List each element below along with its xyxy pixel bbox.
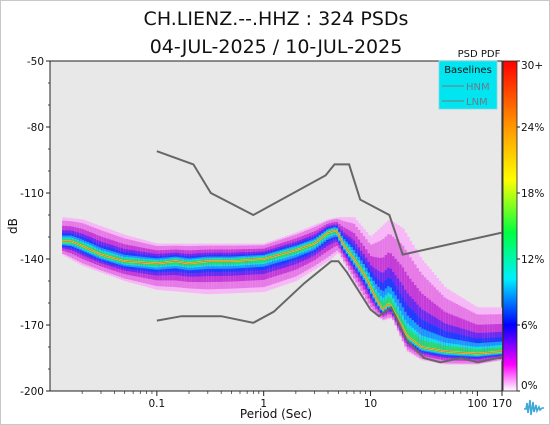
pdf-band-cell [406,328,410,339]
y-tick-label: -50 [27,56,44,68]
pdf-band-cell [467,348,471,355]
pdf-band-cell [448,346,452,354]
baseline-legend: Baselines HNM LNM [438,60,498,110]
y-axis-label: dB [6,218,20,234]
pdf-band-cell [392,302,396,312]
pdf-band-cell [470,348,474,356]
pdf-band-cell [482,348,486,355]
x-tick-label: 1 [260,398,267,410]
pdf-band-cell [436,343,440,352]
pdf-band-cell [377,296,381,305]
colorbar [502,60,518,392]
pdf-band-cell [401,320,405,331]
pdf-band-cell [465,348,469,355]
pdf-band-cell [480,348,484,356]
waveform-logo-icon [522,395,546,419]
pdf-band-cell [423,340,427,350]
y-tick-label: -140 [20,254,44,266]
colorbar-tick-label: 12% [521,254,544,266]
colorbar-tick-label: 24% [521,122,544,134]
baseline-layer [156,150,502,364]
pdf-band-cell [453,346,457,355]
y-axis: -50 -80 -110 -140 -170 -200 [20,56,50,398]
pdf-band-cell [374,292,378,301]
pdf-band-cell [384,299,388,309]
pdf-band-cell [382,301,386,311]
y-tick-label: -110 [20,188,44,200]
pdf-band-cell [460,347,464,355]
colorbar-tick-label: 18% [521,188,544,200]
pdf-band-cell [379,300,383,309]
pdf-band-cell [487,348,491,355]
pdf-band-cell [372,288,376,297]
baseline-lnm-line [156,260,502,364]
pdf-mode-core [62,230,502,354]
pdf-band-cell [489,348,493,355]
pdf-band-cell [428,341,432,351]
chart-title-line1: CH.LIENZ.--.HHZ : 324 PSDs [144,8,409,30]
legend-title: Baselines [444,65,492,76]
pdf-band-cell [418,338,422,348]
legend-entry-hnm: HNM [466,82,490,93]
pdf-band-cell [462,347,466,355]
x-tick-label: 170 [492,398,512,410]
x-axis-label: Period (Sec) [240,407,312,421]
y-tick-label: -200 [20,386,44,398]
pdf-band-cell [431,342,435,352]
pdf-band-cell [492,347,496,354]
pdf-band-cell [438,344,442,353]
pdf-band-cell [399,315,403,326]
pdf-band-cell [450,346,454,354]
pdf-band-cell [387,297,391,307]
pdf-band-cell [475,349,479,356]
pdf-band-cell [458,347,462,355]
colorbar-title: PSD PDF [458,49,501,60]
pdf-band-cell [389,298,393,308]
colorbar-tick-label: 6% [521,320,538,332]
pdf-band-cell [440,345,444,353]
pdf-band-cell [443,345,447,354]
pdf-band-cell [421,340,425,350]
pdf-band-cell [433,343,437,352]
pdf-band-cell [484,348,488,355]
pdf-band-cell [426,341,430,351]
pdf-band-cell [396,311,400,322]
x-tick-label: 0.1 [148,398,165,410]
pdf-band-cell [404,324,408,336]
pdf-band-cell [455,347,459,355]
pdf-band-cell [414,334,418,345]
colorbar-tick-label: 30+ [521,60,543,72]
pdf-band-cell [494,347,498,354]
y-tick-label: -80 [27,122,44,134]
pdf-density-layer [62,217,502,365]
pdf-band-cell [472,348,476,356]
x-tick-label: 100 [467,398,487,410]
colorbar-tick-label: 0% [521,380,538,392]
pdf-band-cell [411,332,415,343]
baseline-hnm-line [156,150,502,256]
legend-entry-lnm: LNM [466,97,488,108]
pdf-band-cell [394,307,398,317]
colorbar-ticks: 30+ 24% 18% 12% 6% 0% [517,60,544,392]
pdf-band-cell [416,336,420,347]
x-axis: 0.1 1 10 100 170 [81,391,512,410]
pdf-band-cell [477,349,481,356]
y-tick-label: -170 [20,320,44,332]
pdf-band-cell [499,347,502,354]
chart-title-line2: 04-JUL-2025 / 10-JUL-2025 [150,36,403,58]
pdf-band-cell [497,347,501,354]
x-tick-label: 10 [364,398,377,410]
pdf-band-cell [409,330,413,341]
pdf-band-cell [445,346,449,354]
